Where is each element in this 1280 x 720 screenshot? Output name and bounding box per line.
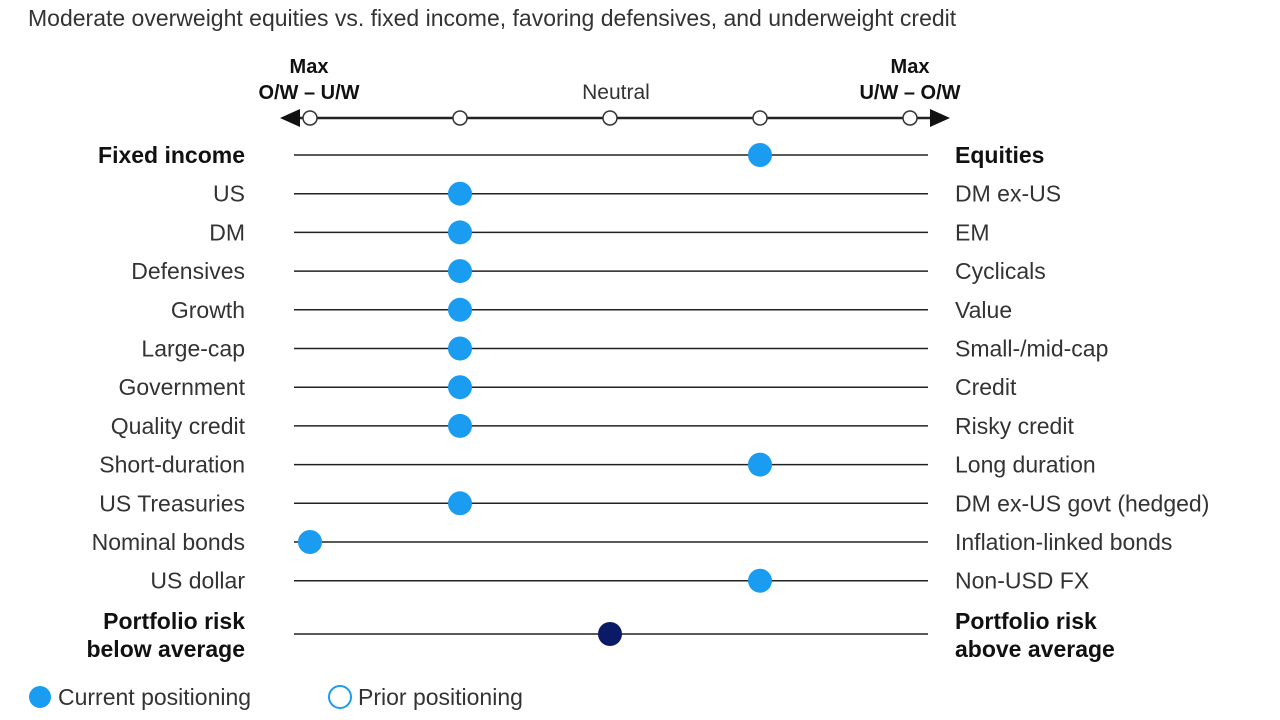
current-position-marker [448, 259, 472, 284]
current-position-marker [448, 297, 472, 322]
legend-current-marker [29, 686, 51, 708]
row: US Treasuries DM ex-US govt (hedged) [99, 490, 1209, 516]
row-left-label: US [213, 181, 245, 207]
row-right-label: Non-USD FX [955, 568, 1089, 594]
current-position-marker [748, 452, 772, 477]
legend-prior-marker [328, 685, 352, 709]
scale-tick [752, 110, 768, 126]
row: Government Credit [118, 374, 1017, 400]
chart-title: Moderate overweight equities vs. fixed i… [28, 5, 957, 31]
current-position-marker [298, 530, 322, 554]
row: Defensives Cyclicals [131, 258, 1046, 284]
scale-left-arrow [280, 109, 300, 127]
row-left-label: Nominal bonds [92, 529, 245, 555]
rows-group: Fixed income Equities US DM ex-US DM EM Defens… [86, 142, 1209, 662]
row-right-label: DM ex-US govt (hedged) [955, 490, 1209, 516]
current-position-marker [448, 375, 472, 400]
row-right-label: Credit [955, 374, 1017, 400]
scale-right-arrow [930, 109, 950, 127]
scale-tick [452, 110, 468, 126]
scale-tick [902, 110, 918, 126]
row-right-label: Portfolio risk [955, 608, 1097, 634]
current-position-marker [448, 336, 472, 361]
row-right-label: DM ex-US [955, 181, 1061, 207]
risk-marker [598, 622, 622, 646]
row: Nominal bonds Inflation-linked bonds [92, 529, 1173, 555]
row-right-label: Equities [955, 142, 1044, 168]
legend: Current positioning Prior positioning [29, 684, 523, 710]
row-left-label: Short-duration [99, 452, 245, 478]
row: Quality credit Risky credit [111, 413, 1075, 439]
row-left-label: Defensives [131, 258, 245, 284]
legend-prior-label: Prior positioning [358, 684, 523, 710]
row-right-label: EM [955, 219, 990, 245]
row: DM EM [209, 219, 989, 245]
right-header-line1: Max [891, 56, 930, 78]
row-left-label: DM [209, 219, 245, 245]
row-left-label: US dollar [150, 568, 245, 594]
row-right-label: Inflation-linked bonds [955, 529, 1172, 555]
row: Growth Value [171, 297, 1012, 323]
row-left-label: Large-cap [141, 336, 245, 362]
scale-axis [280, 109, 950, 127]
current-position-marker [748, 568, 772, 593]
row: US DM ex-US [213, 181, 1061, 207]
row: Fixed income Equities [98, 142, 1044, 168]
row-left-label: below average [86, 636, 245, 662]
row-right-label: Value [955, 297, 1012, 323]
row-left-label: Portfolio risk [103, 608, 245, 634]
row: Short-duration Long duration [99, 452, 1095, 478]
row-right-label: Small-/mid-cap [955, 336, 1108, 362]
current-position-marker [748, 143, 772, 167]
row-left-label: Growth [171, 297, 245, 323]
left-header-line2: O/W – U/W [258, 82, 359, 104]
legend-current-label: Current positioning [58, 684, 251, 710]
right-header-line2: U/W – O/W [859, 82, 960, 104]
row-right-label: Risky credit [955, 413, 1074, 439]
scale-tick [602, 110, 618, 126]
scale-header: Max O/W – U/W Neutral Max U/W – O/W [258, 56, 960, 104]
row-right-label: above average [955, 636, 1115, 662]
row-left-label: Quality credit [111, 413, 246, 439]
current-position-marker [448, 491, 472, 516]
scale-tick [302, 110, 318, 126]
current-position-marker [448, 220, 472, 245]
row-right-label: Cyclicals [955, 258, 1046, 284]
left-header-line1: Max [290, 56, 329, 78]
row: US dollar Non-USD FX [150, 568, 1089, 594]
row: Large-cap Small-/mid-cap [141, 336, 1108, 362]
row-right-label: Long duration [955, 452, 1096, 478]
row-left-label: Government [118, 374, 245, 400]
current-position-marker [448, 413, 472, 438]
row-left-label: Fixed income [98, 142, 245, 168]
row-left-label: US Treasuries [99, 490, 245, 516]
current-position-marker [448, 181, 472, 206]
neutral-label: Neutral [582, 81, 650, 104]
